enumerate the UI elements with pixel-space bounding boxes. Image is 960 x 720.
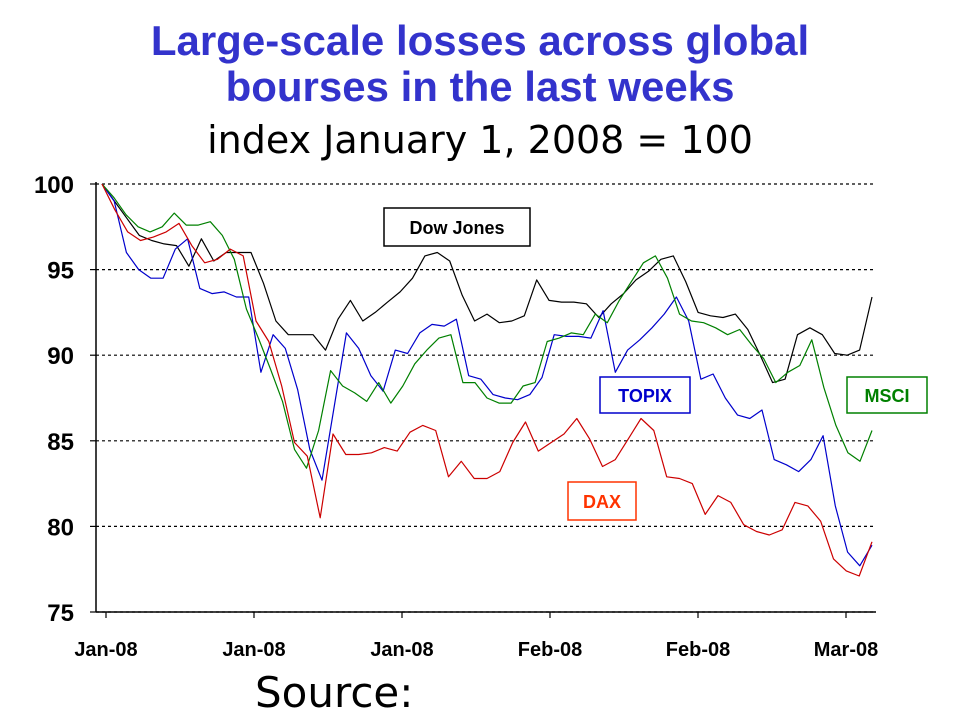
y-tick-label: 85 (47, 429, 74, 456)
series-label-dax: DAX (583, 492, 621, 512)
axes (90, 182, 876, 618)
series-label-msci: MSCI (865, 386, 910, 406)
series-lines (101, 183, 873, 577)
chart-title: Large-scale losses across global bourses… (0, 18, 960, 110)
y-tick-label: 75 (47, 600, 74, 627)
tick-labels: 75 80 85 90 95 100 Jan-08 Jan-08 Jan-08 Feb-08 Feb… (34, 172, 878, 661)
x-tick-label: Jan-08 (370, 639, 433, 661)
y-tick-label: 90 (47, 343, 74, 370)
series-line-msci (101, 183, 873, 469)
x-tick-label: Jan-08 (74, 639, 137, 661)
chart-title-line2: bourses in the last weeks (225, 63, 735, 110)
series-label-box-msci (846, 376, 928, 414)
chart-title-line1: Large-scale losses across global (150, 17, 810, 64)
y-tick-label: 100 (34, 172, 74, 199)
series-label-dow-jones: Dow Jones (409, 218, 504, 238)
x-tick-label: Feb-08 (518, 639, 582, 661)
series-label-box-topix (599, 376, 691, 414)
series-label-topix: TOPIX (618, 386, 672, 406)
series-labels: Dow Jones TOPIX MSCI DAX (383, 207, 928, 521)
chart-subtitle: index January 1, 2008 = 100 (207, 118, 753, 162)
series-line-dax (101, 183, 873, 577)
y-tick-label: 80 (47, 514, 74, 541)
gridlines (96, 183, 876, 613)
x-tick-label: Jan-08 (222, 639, 285, 661)
series-label-box-dow-jones (383, 207, 531, 247)
x-tick-label: Feb-08 (666, 639, 730, 661)
x-tick-label: Mar-08 (814, 639, 878, 661)
series-label-box-dax (567, 481, 637, 521)
y-tick-label: 95 (47, 258, 74, 285)
source-note: Source: (255, 668, 414, 717)
series-line-topix (101, 183, 873, 567)
